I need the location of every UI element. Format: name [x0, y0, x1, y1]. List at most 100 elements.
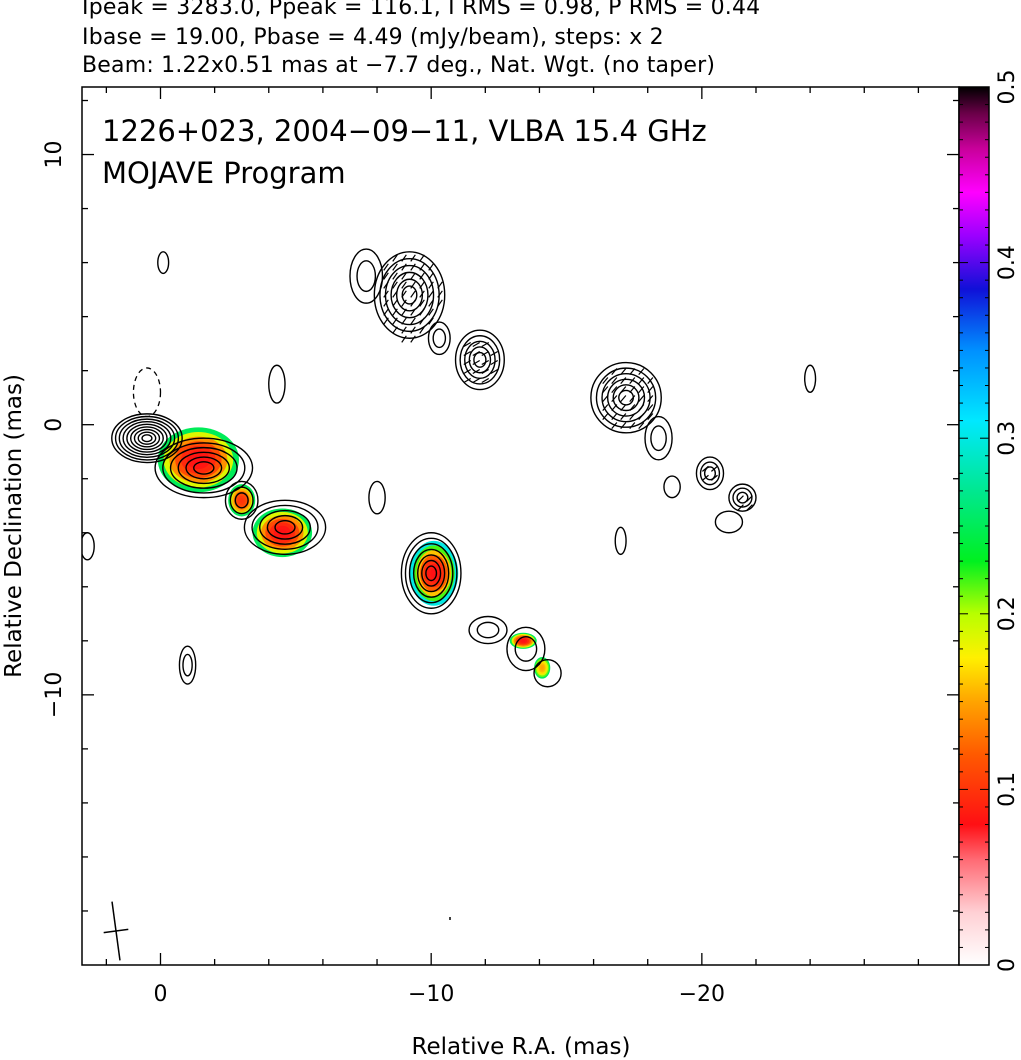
beam-minor-axis — [103, 928, 129, 934]
contour-5-level-0 — [468, 615, 508, 645]
contour-2-level-4 — [274, 520, 296, 535]
contour-2-level-1 — [251, 504, 319, 550]
evpa-vectors — [383, 254, 753, 511]
evpa-1-9 — [481, 360, 490, 366]
evpa-2-6 — [620, 377, 627, 385]
evpa-2-3 — [638, 368, 645, 376]
contour-15-level-0 — [728, 483, 757, 512]
evpa-4-2 — [737, 504, 744, 511]
contour-10-level-0 — [454, 329, 505, 391]
evpa-0-31 — [392, 299, 398, 307]
evpa-1-6 — [490, 351, 499, 357]
evpa-2-2 — [629, 368, 636, 376]
contour-10-level-1 — [459, 335, 501, 385]
evpa-2-8 — [638, 377, 645, 385]
evpa-2-10 — [602, 386, 609, 394]
evpa-0-1 — [401, 254, 407, 262]
evpa-0-41 — [419, 308, 425, 316]
evpa-0-2 — [410, 254, 416, 262]
evpa-0-49 — [392, 326, 398, 334]
evpa-2-5 — [611, 377, 618, 385]
evpa-2-20 — [638, 395, 645, 403]
contour-20-level-0 — [614, 526, 627, 556]
colorbar-tick-label: 0.1 — [995, 772, 1020, 807]
evpa-0-21 — [428, 281, 434, 289]
evpa-0-38 — [392, 308, 398, 316]
evpa-0-17 — [392, 281, 398, 289]
evpa-0-32 — [401, 299, 407, 307]
contour-19-level-0 — [368, 480, 386, 515]
contour-2-level-2 — [259, 509, 311, 545]
evpa-2-0 — [611, 368, 618, 376]
evpa-1-15 — [463, 378, 472, 384]
plot-subtitle: MOJAVE Program — [102, 156, 346, 190]
evpa-0-10 — [383, 272, 389, 280]
evpa-1-1 — [472, 342, 481, 348]
evpa-4-0 — [737, 495, 744, 502]
negative-contour — [132, 367, 162, 418]
evpa-0-9 — [428, 263, 434, 271]
evpa-3-1 — [710, 465, 718, 472]
contour-4-level-4 — [417, 554, 446, 593]
y-tick-label: 10 — [42, 141, 67, 169]
y-axis-label: Relative Declination (mas) — [1, 374, 27, 678]
colorbar-tick-label: 0.2 — [995, 596, 1020, 631]
header-line-2: Ibase = 19.00, Pbase = 4.49 (mJy/beam), … — [82, 25, 664, 50]
contour-10-level-4 — [473, 351, 487, 368]
contour-2-level-0 — [243, 499, 327, 556]
evpa-0-8 — [419, 263, 425, 271]
evpa-2-27 — [647, 404, 654, 412]
evpa-0-46 — [410, 317, 416, 325]
axis-ticks — [82, 87, 959, 965]
polarization-intensity-layer — [157, 427, 551, 679]
beam-ellipse — [103, 901, 129, 961]
evpa-4-3 — [746, 504, 753, 511]
contour-18-level-0 — [268, 364, 286, 404]
contour-6-level-1 — [514, 636, 538, 662]
evpa-0-23 — [383, 290, 389, 298]
evpa-0-28 — [428, 290, 434, 298]
evpa-0-4 — [383, 263, 389, 271]
contour-4-level-6 — [425, 565, 438, 582]
evpa-1-11 — [463, 369, 472, 375]
evpa-2-13 — [629, 386, 636, 394]
evpa-2-37 — [638, 422, 645, 430]
evpa-0-51 — [410, 326, 416, 334]
contour-0-level-3 — [122, 421, 172, 456]
contour-4-level-0 — [400, 532, 462, 615]
evpa-2-11 — [611, 386, 618, 394]
evpa-1-12 — [472, 369, 481, 375]
evpa-1-4 — [472, 351, 481, 357]
contour-21-level-0 — [804, 364, 817, 393]
evpa-0-0 — [392, 254, 398, 262]
evpa-0-37 — [383, 308, 389, 316]
evpa-0-24 — [392, 290, 398, 298]
evpa-0-29 — [437, 290, 443, 298]
colorbar-ticks — [959, 86, 989, 966]
evpa-0-5 — [392, 263, 398, 271]
contour-0-level-7 — [137, 431, 157, 445]
evpa-3-0 — [701, 465, 709, 472]
evpa-0-11 — [392, 272, 398, 280]
contour-10-level-2 — [464, 340, 496, 380]
evpa-2-30 — [620, 413, 627, 421]
evpa-0-15 — [428, 272, 434, 280]
contour-1-level-3 — [177, 451, 231, 485]
x-tick-labels: 0 −10 −20 — [153, 982, 725, 1007]
evpa-1-8 — [472, 360, 481, 366]
x-tick-label: −20 — [679, 982, 725, 1007]
evpa-1-2 — [481, 342, 490, 348]
evpa-0-12 — [401, 272, 407, 280]
evpa-2-23 — [611, 404, 618, 412]
evpa-0-50 — [401, 326, 407, 334]
contour-8-level-2 — [384, 264, 435, 326]
evpa-1-3 — [463, 351, 472, 357]
evpa-2-33 — [647, 413, 654, 421]
contour-14-level-2 — [703, 466, 717, 481]
evpa-2-28 — [602, 413, 609, 421]
evpa-0-27 — [419, 290, 425, 298]
evpa-0-14 — [419, 272, 425, 280]
contour-3-level-2 — [234, 492, 249, 509]
contour-4-level-2 — [408, 543, 454, 604]
contour-0-level-5 — [129, 426, 164, 451]
